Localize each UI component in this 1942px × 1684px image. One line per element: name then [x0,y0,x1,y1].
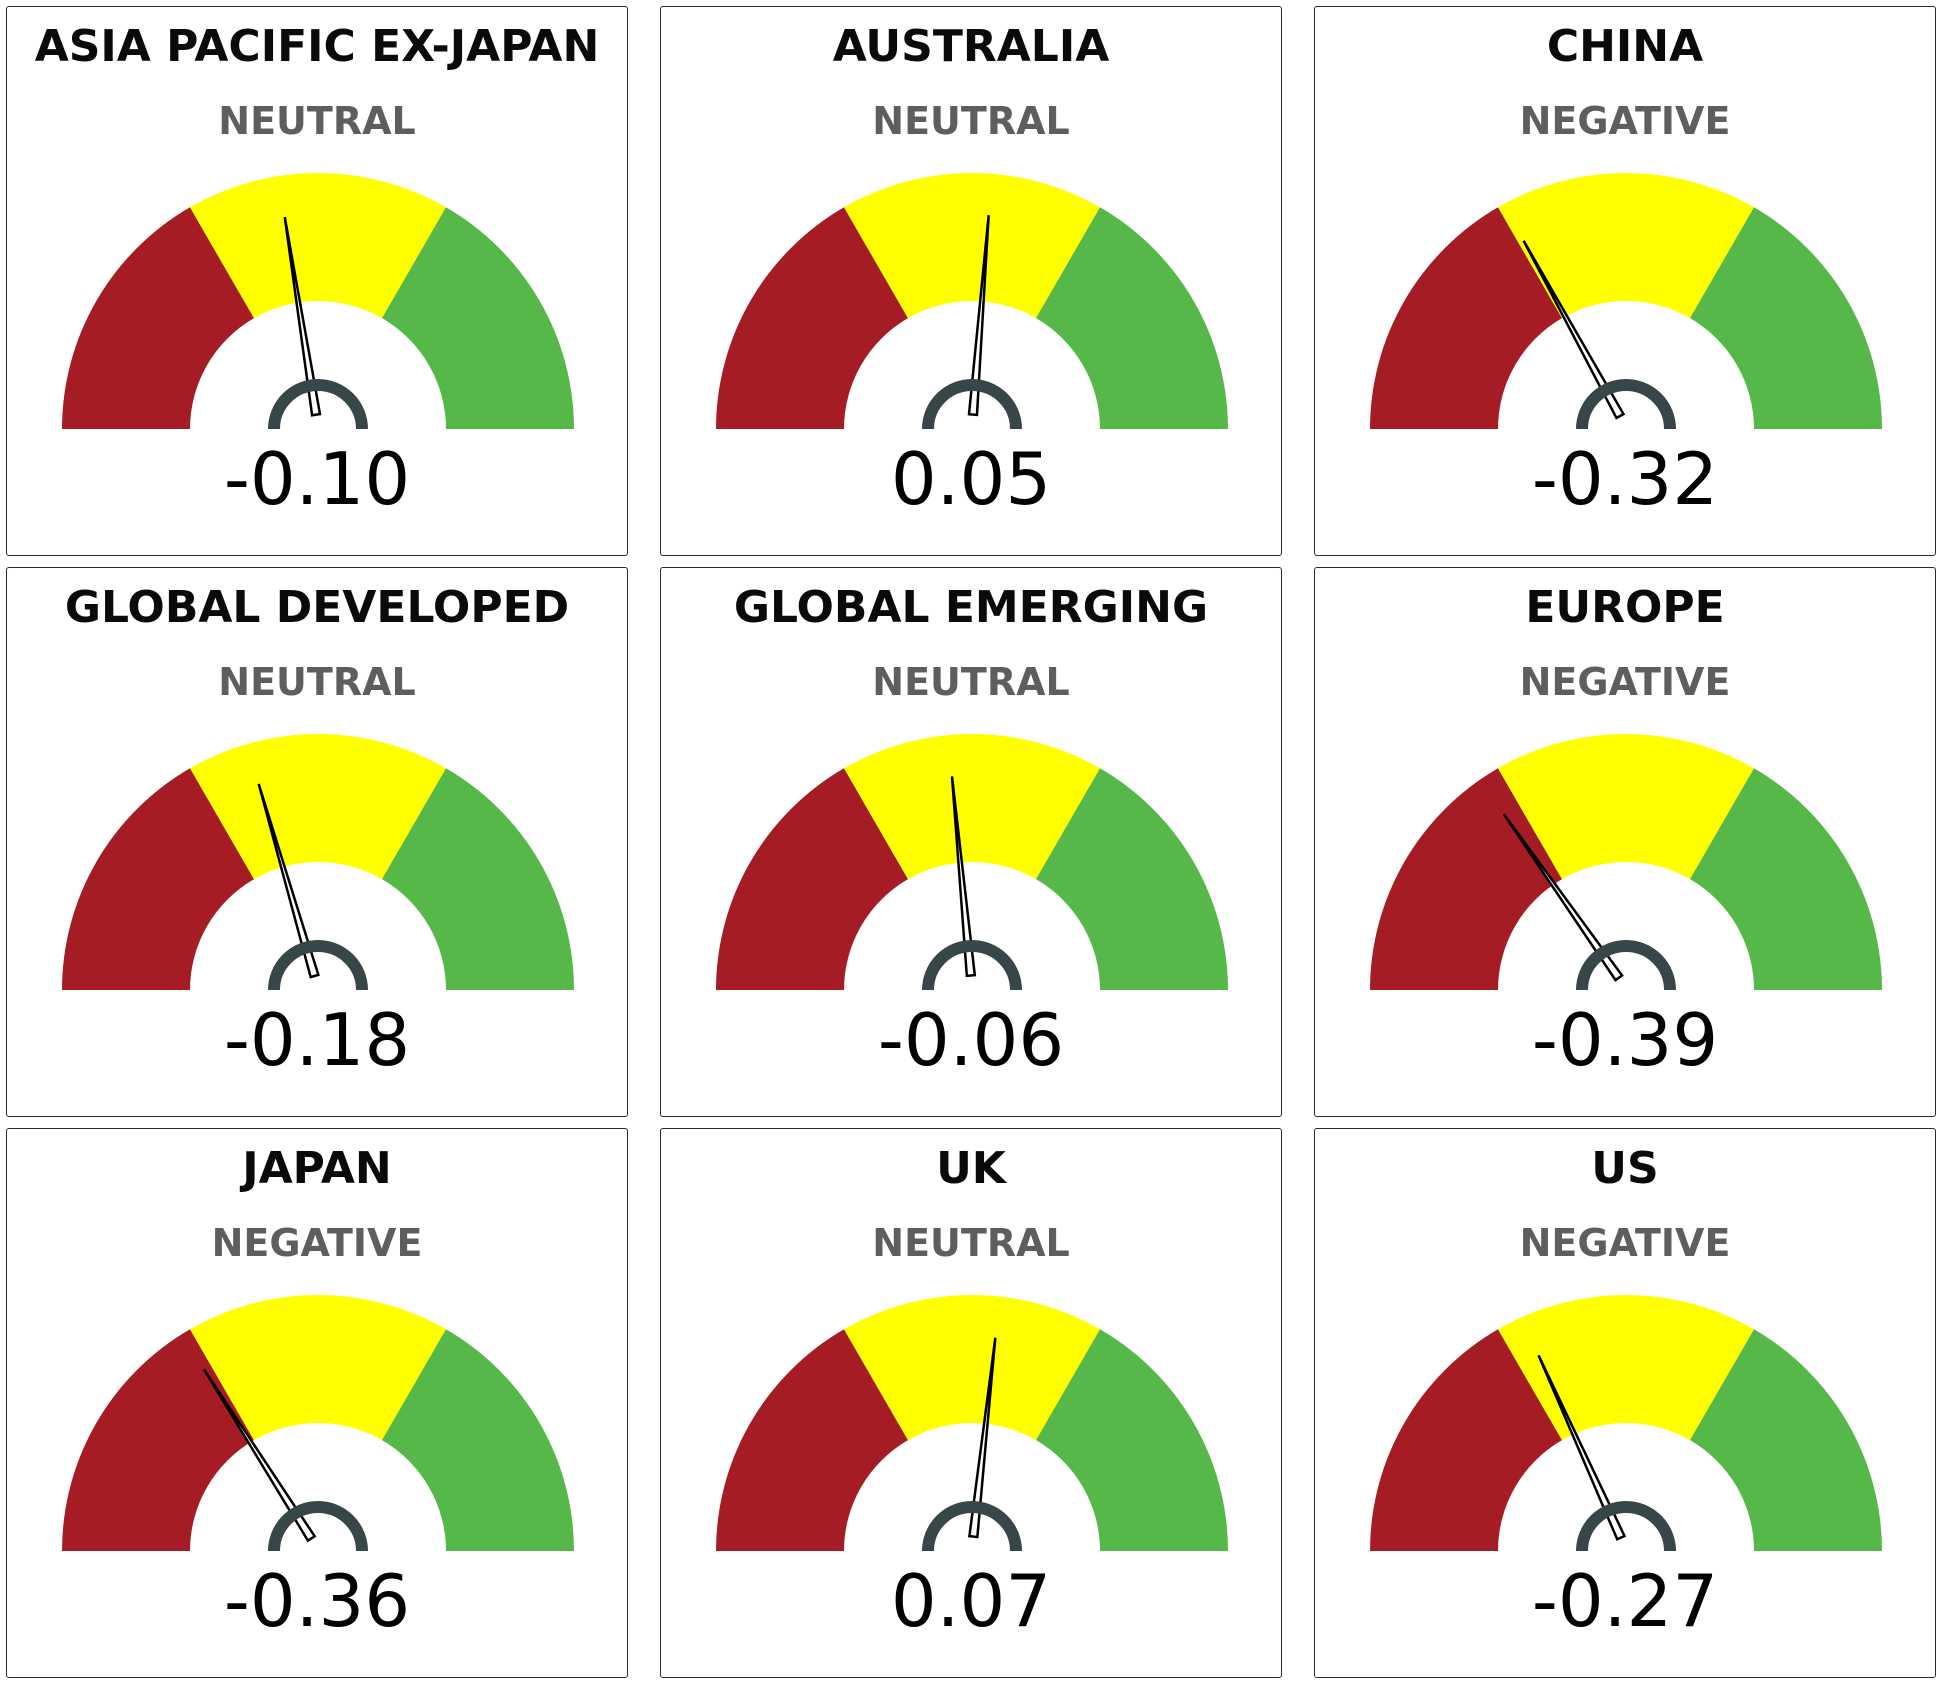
gauge-neutral-band [844,172,1100,319]
gauge-grid: ASIA PACIFIC EX-JAPAN NEUTRAL -0.10 AUST… [6,6,1936,1678]
gauge-title: GLOBAL DEVELOPED [64,582,570,633]
gauge-neutral-band [190,1295,446,1441]
gauge-panel: GLOBAL EMERGING NEUTRAL -0.06 [660,567,1282,1117]
gauge-hub [922,379,1022,430]
gauge-svg [62,172,574,430]
gauge-needle [1522,240,1626,420]
gauge-sentiment-label: NEGATIVE [1519,99,1731,143]
gauge-negative-band [716,207,908,429]
gauge-sentiment-label: NEUTRAL [872,99,1070,143]
gauge-negative-band [62,768,254,990]
gauge-neutral-band [844,734,1100,880]
gauge-hub [1576,379,1676,430]
gauge-positive-band [382,1329,574,1551]
gauge-panel: EUROPE NEGATIVE -0.39 [1314,567,1936,1117]
gauge-positive-band [382,207,574,429]
gauge-positive-band [1690,768,1882,990]
gauge-needle [283,216,322,417]
gauge-value-label: -0.32 [1531,437,1719,521]
gauge-svg [1370,172,1882,430]
gauge-positive-band [1690,1329,1882,1551]
gauge-negative-band [716,768,908,990]
gauge-svg [716,172,1228,430]
gauge-title: GLOBAL EMERGING [733,582,1209,633]
gauge-needle [967,1337,997,1539]
gauge-title: UK [936,1143,1006,1194]
gauge-sentiment-label: NEUTRAL [872,660,1070,704]
gauge-sentiment-label: NEUTRAL [872,1221,1070,1265]
gauge-sentiment-label: NEGATIVE [1519,1221,1731,1265]
gauge-neutral-band [1498,734,1754,880]
gauge-positive-band [1036,1329,1228,1551]
gauge-svg [62,1295,574,1552]
gauge-value-label: 0.07 [890,1559,1052,1643]
gauge-hub [1576,1501,1676,1552]
gauge-needle [203,1368,317,1543]
gauge-title: EUROPE [1525,582,1725,633]
gauge-svg [716,1295,1228,1552]
gauge-value-label: 0.05 [890,437,1052,521]
gauge-neutral-band [844,1295,1100,1441]
gauge-title: AUSTRALIA [832,21,1110,72]
gauge-panel: GLOBAL DEVELOPED NEUTRAL -0.18 [6,567,628,1117]
gauge-panel: AUSTRALIA NEUTRAL 0.05 [660,6,1282,556]
gauge-value-label: -0.06 [877,998,1065,1082]
gauge-positive-band [1036,768,1228,990]
gauge-negative-band [1370,768,1562,990]
gauge-neutral-band [1498,172,1754,319]
gauge-negative-band [1370,1329,1562,1551]
gauge-neutral-band [190,172,446,319]
gauge-value-label: -0.27 [1531,1559,1719,1643]
gauge-panel: US NEGATIVE -0.27 [1314,1128,1936,1678]
gauge-needle [257,783,320,979]
gauge-needle [1537,1354,1627,1541]
gauge-svg [62,734,574,991]
gauge-value-label: -0.39 [1531,998,1719,1082]
gauge-negative-band [716,1329,908,1551]
gauge-svg [1370,1295,1882,1552]
gauge-hub [922,1501,1022,1552]
gauge-value-label: -0.10 [223,437,411,521]
gauge-needle [950,776,977,978]
gauge-panel: ASIA PACIFIC EX-JAPAN NEUTRAL -0.10 [6,6,628,556]
gauge-value-label: -0.18 [223,998,411,1082]
gauge-svg [716,734,1228,991]
gauge-hub [268,940,368,991]
gauge-panel: UK NEUTRAL 0.07 [660,1128,1282,1678]
gauge-title: JAPAN [242,1143,392,1194]
gauge-positive-band [1690,207,1882,429]
gauge-needle [1502,813,1624,982]
gauge-sentiment-label: NEUTRAL [218,660,416,704]
gauge-title: ASIA PACIFIC EX-JAPAN [34,21,600,72]
gauge-sentiment-label: NEGATIVE [1519,660,1731,704]
gauge-positive-band [382,768,574,990]
gauge-negative-band [62,1329,254,1551]
gauge-hub [1576,940,1676,991]
gauge-negative-band [1370,207,1562,429]
gauge-positive-band [1036,207,1228,429]
gauge-svg [1370,734,1882,991]
gauge-value-label: -0.36 [223,1559,411,1643]
gauge-sentiment-label: NEGATIVE [211,1221,423,1265]
gauge-title: CHINA [1546,21,1704,72]
gauge-title: US [1591,1143,1659,1194]
gauge-hub [268,379,368,430]
gauge-needle [967,215,990,417]
gauge-panel: CHINA NEGATIVE -0.32 [1314,6,1936,556]
gauge-sentiment-label: NEUTRAL [218,99,416,143]
gauge-hub [922,940,1022,991]
gauge-negative-band [62,207,254,429]
gauge-hub [268,1501,368,1552]
gauge-neutral-band [190,734,446,880]
gauge-panel: JAPAN NEGATIVE -0.36 [6,1128,628,1678]
